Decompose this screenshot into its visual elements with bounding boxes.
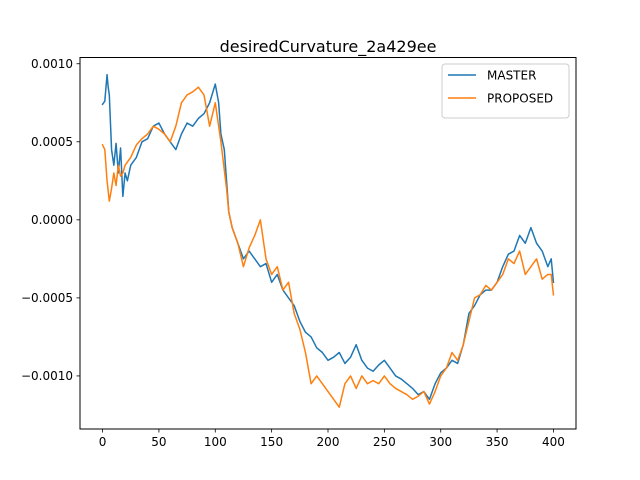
y-axis: 0.0010 0.0005 0.0000 −0.0005 −0.0010 <box>21 57 80 383</box>
chart-title: desiredCurvature_2a429ee <box>220 37 437 57</box>
legend-label-proposed: PROPOSED <box>487 91 553 105</box>
x-tick-label: 150 <box>260 435 283 449</box>
x-tick-label: 400 <box>542 435 565 449</box>
x-axis: 0 50 100 150 200 250 300 350 400 <box>99 429 565 449</box>
legend: MASTER PROPOSED <box>441 63 570 119</box>
legend-label-master: MASTER <box>487 68 536 82</box>
x-tick-label: 250 <box>373 435 396 449</box>
series-line-proposed <box>101 86 555 408</box>
y-tick-label: 0.0000 <box>31 213 73 227</box>
y-tick-label: −0.0005 <box>21 291 73 305</box>
legend-box <box>441 63 570 119</box>
x-tick-label: 300 <box>429 435 452 449</box>
x-tick-label: 100 <box>204 435 227 449</box>
y-tick-label: −0.0010 <box>21 369 73 383</box>
x-tick-label: 0 <box>99 435 107 449</box>
x-tick-label: 200 <box>317 435 340 449</box>
series-layer <box>101 73 555 408</box>
x-tick-label: 50 <box>151 435 166 449</box>
x-tick-label: 350 <box>486 435 509 449</box>
y-tick-label: 0.0010 <box>31 57 73 71</box>
y-tick-label: 0.0005 <box>31 135 73 149</box>
